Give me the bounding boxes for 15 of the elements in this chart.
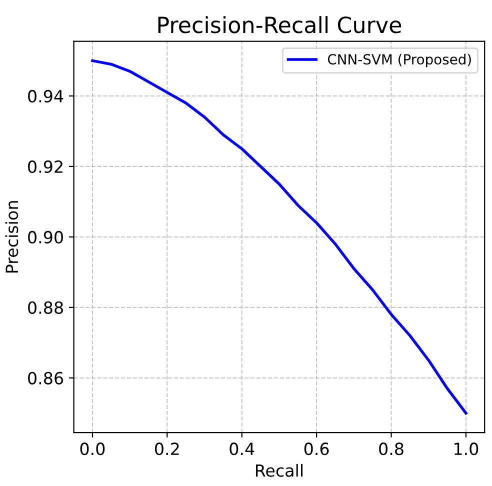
legend-label: CNN-SVM (Proposed) xyxy=(328,54,471,68)
y-tick-label: 0.86 xyxy=(28,372,64,384)
x-tick-label: 0.6 xyxy=(304,442,329,456)
chart-title: Precision-Recall Curve xyxy=(158,16,402,34)
y-tick-label: 0.92 xyxy=(28,160,62,173)
x-tick-label: 0.8 xyxy=(379,442,404,456)
y-tick-label: 0.94 xyxy=(28,90,64,103)
x-tick-label: 0.4 xyxy=(230,442,254,456)
y-tick-label: 0.88 xyxy=(28,301,63,314)
x-tick-label: 1.0 xyxy=(454,442,478,456)
x-tick-label: 0.0 xyxy=(80,442,105,456)
y-tick-label: 0.90 xyxy=(28,230,63,244)
x-tick-label: 0.2 xyxy=(155,442,179,456)
y-axis-title: Precision xyxy=(5,201,18,272)
x-axis-title: Recall xyxy=(256,464,303,477)
